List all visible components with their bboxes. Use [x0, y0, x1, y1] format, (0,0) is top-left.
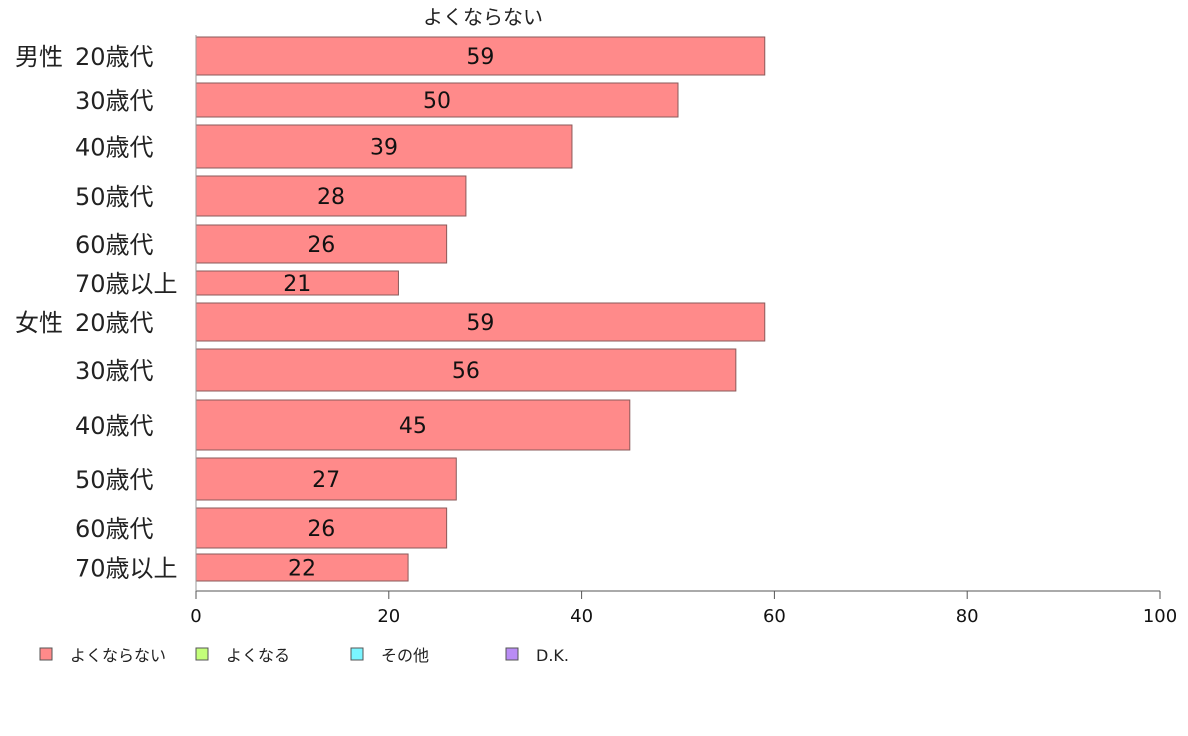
bar [195, 553, 409, 582]
bar [195, 124, 573, 169]
legend: よくならない よくなる その他 D.K. [39, 646, 569, 665]
legend-swatch [195, 647, 209, 661]
chart-title: よくならない [423, 5, 543, 29]
bar [195, 302, 766, 342]
data-label: 26 [307, 517, 335, 542]
bar [195, 224, 448, 264]
bar [195, 175, 467, 217]
legend-swatch [350, 647, 364, 661]
category-label: 20歳代 [75, 309, 154, 337]
x-tick-label: 60 [763, 606, 786, 627]
bar [195, 82, 679, 118]
data-label: 39 [370, 136, 398, 161]
bar [195, 507, 448, 549]
legend-label: その他 [381, 646, 429, 665]
data-label: 45 [399, 414, 427, 439]
data-label: 59 [466, 45, 494, 70]
x-tick-label: 80 [956, 606, 979, 627]
category-label: 60歳代 [75, 515, 154, 543]
category-label: 60歳代 [75, 231, 154, 259]
data-label: 27 [312, 468, 340, 493]
bars-layer: 59 50 39 28 26 21 59 56 45 27 26 22 [195, 36, 766, 582]
data-label: 59 [466, 311, 494, 336]
legend-label: よくならない [70, 646, 166, 665]
category-label: 70歳以上 [75, 270, 178, 298]
category-label: 70歳以上 [75, 555, 178, 583]
x-tick-label: 20 [377, 606, 400, 627]
data-label: 22 [288, 557, 316, 582]
legend-label: D.K. [536, 646, 569, 665]
category-label: 20歳代 [75, 43, 154, 71]
category-label: 30歳代 [75, 357, 154, 385]
bar [195, 457, 457, 501]
category-label: 40歳代 [75, 412, 154, 440]
category-label: 40歳代 [75, 134, 154, 162]
legend-swatch [39, 647, 53, 661]
legend-label: よくなる [226, 646, 290, 665]
data-label: 28 [317, 185, 345, 210]
group-label: 女性 [15, 309, 63, 337]
data-label: 56 [452, 359, 480, 384]
category-label: 30歳代 [75, 87, 154, 115]
data-label: 26 [307, 233, 335, 258]
x-tick-label: 40 [570, 606, 593, 627]
category-label: 50歳代 [75, 183, 154, 211]
data-label: 50 [423, 89, 451, 114]
group-label: 男性 [15, 43, 63, 71]
bar [195, 36, 766, 76]
x-tick-label: 0 [190, 606, 201, 627]
x-tick-label: 100 [1143, 606, 1177, 627]
data-label: 21 [283, 272, 311, 297]
category-label: 50歳代 [75, 466, 154, 494]
legend-swatch [505, 647, 519, 661]
x-axis: 0 20 40 60 80 100 [190, 35, 1177, 627]
